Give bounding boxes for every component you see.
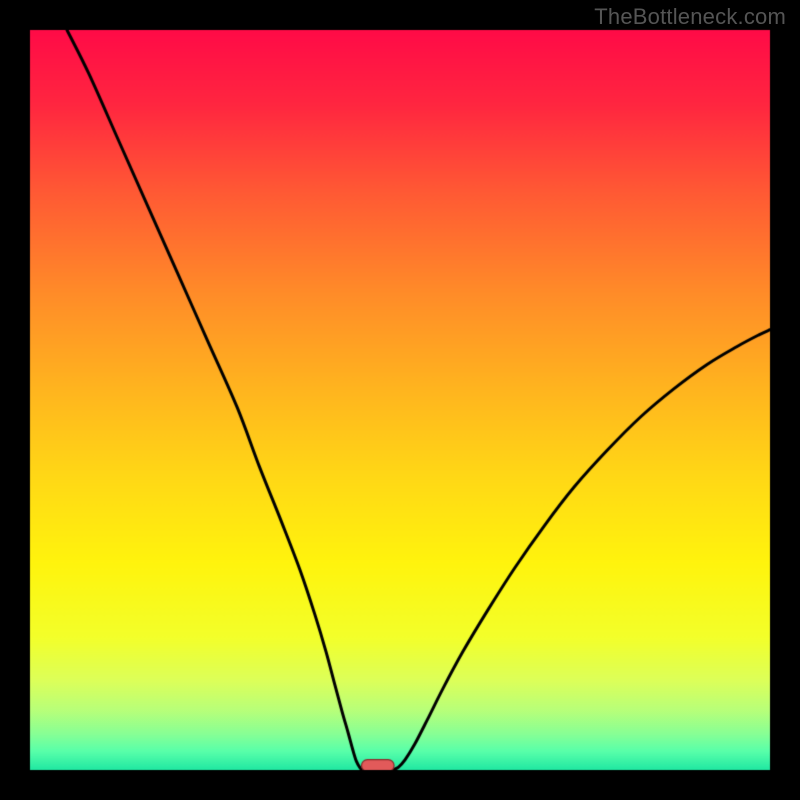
bottleneck-chart-canvas (0, 0, 800, 800)
chart-container: TheBottleneck.com (0, 0, 800, 800)
watermark-text: TheBottleneck.com (594, 4, 786, 30)
